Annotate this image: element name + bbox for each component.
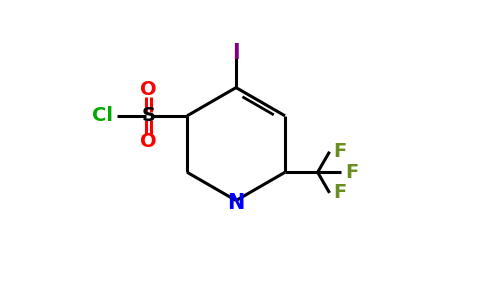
Text: Cl: Cl bbox=[92, 106, 113, 125]
Text: O: O bbox=[140, 80, 157, 100]
Text: F: F bbox=[333, 183, 347, 202]
Text: O: O bbox=[140, 132, 157, 151]
Text: F: F bbox=[333, 142, 347, 161]
Text: F: F bbox=[345, 163, 358, 182]
Text: N: N bbox=[227, 193, 245, 213]
Text: S: S bbox=[141, 106, 155, 125]
Text: I: I bbox=[232, 43, 240, 62]
